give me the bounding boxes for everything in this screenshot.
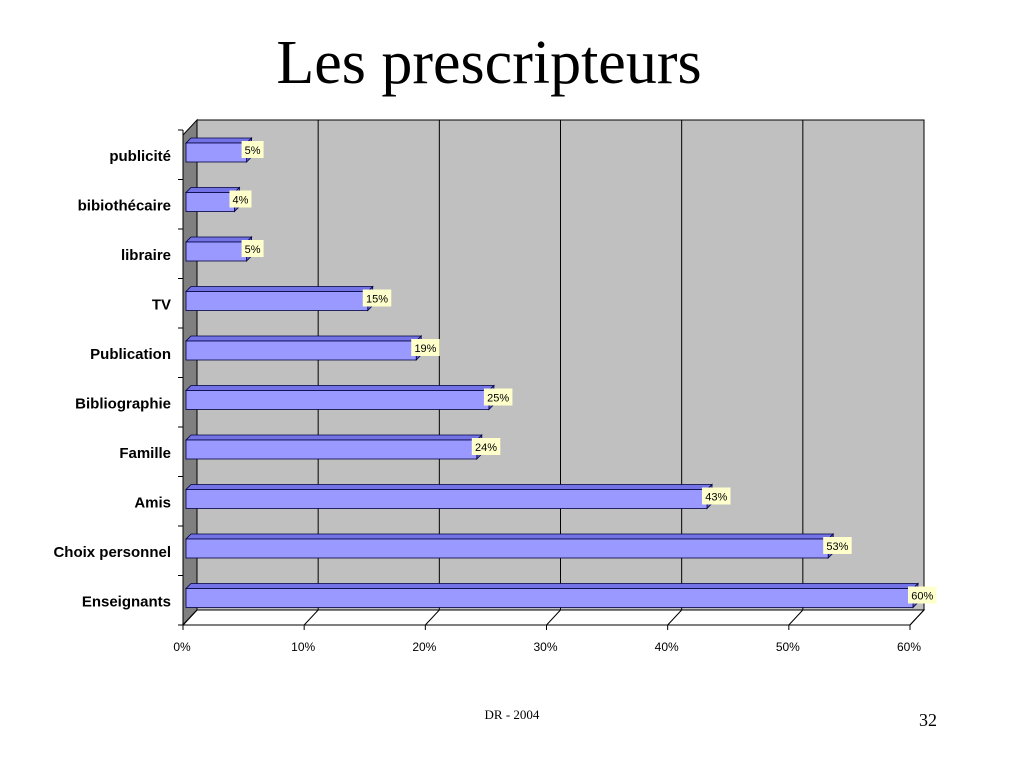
data-label-box — [483, 388, 513, 406]
bar-top-face — [185, 434, 483, 441]
data-label-box — [362, 289, 392, 307]
data-label-choix-personnel: 53% — [823, 537, 852, 554]
data-label-libraire: 5% — [241, 240, 264, 257]
category-label-enseignants: Enseignants — [82, 594, 171, 611]
bar-front-face — [185, 538, 829, 559]
data-label-box — [229, 190, 252, 208]
data-label-box — [411, 339, 440, 356]
data-label-amis: 43% — [702, 487, 731, 505]
data-label-publication: 19% — [411, 339, 440, 356]
bar-front-face — [185, 588, 914, 608]
category-label-choix-personnel: Choix personnel — [53, 544, 171, 561]
x-tick-label-30: 30% — [533, 640, 557, 654]
x-tick-label-20: 20% — [412, 640, 436, 654]
bar-bibliographie — [185, 384, 495, 411]
floor-line-10 — [303, 609, 319, 626]
floor-line-40 — [667, 609, 683, 626]
data-label-enseignants: 60% — [908, 586, 937, 604]
floor-line-50 — [788, 609, 804, 626]
data-label-box — [908, 586, 937, 604]
category-label-tv: TV — [152, 297, 171, 314]
data-label-box — [702, 487, 731, 505]
slide-number: 32 — [919, 710, 937, 730]
bar-front-face — [185, 192, 235, 212]
bar-tv — [185, 285, 374, 312]
data-label-tv: 15% — [362, 289, 392, 307]
bar-front-face — [185, 291, 369, 311]
data-label-box — [241, 141, 264, 158]
bar-top-face — [185, 335, 423, 342]
data-label-box — [241, 240, 264, 257]
category-label-bibiothecaire: bibiothécaire — [78, 198, 171, 215]
slide-title: Les prescripteurs — [276, 29, 702, 97]
bar-top-face — [185, 385, 495, 391]
category-label-bibliographie: Bibliographie — [75, 396, 171, 413]
bar-front-face — [185, 241, 247, 262]
data-label-text: 4% — [233, 195, 249, 207]
data-label-bibliographie: 25% — [483, 388, 513, 406]
bar-amis — [185, 483, 713, 510]
bar-enseignants — [185, 582, 919, 609]
category-label-libraire: libraire — [121, 247, 171, 264]
bar-top-face — [185, 533, 835, 540]
x-tick-label-50: 50% — [776, 640, 800, 654]
data-label-text: 19% — [414, 343, 436, 355]
data-label-text: 25% — [487, 393, 509, 405]
bar-top-face — [185, 286, 374, 292]
bar-top-face — [185, 583, 919, 589]
data-label-text: 53% — [826, 541, 848, 553]
category-label-publication: Publication — [90, 346, 171, 363]
floor-line-60 — [909, 609, 925, 626]
data-label-text: 5% — [245, 244, 261, 256]
data-label-text: 24% — [475, 442, 497, 454]
bar-front-face — [185, 340, 417, 361]
data-label-publicite: 5% — [241, 141, 264, 158]
data-label-box — [823, 537, 852, 554]
category-label-amis: Amis — [134, 495, 171, 512]
category-label-publicite: publicité — [109, 148, 171, 165]
data-label-box — [471, 438, 501, 455]
bar-front-face — [185, 489, 708, 509]
x-tick-label-60: 60% — [897, 640, 921, 654]
bar-choix-personnel — [185, 533, 835, 559]
bar-front-face — [185, 390, 490, 410]
bar-front-face — [185, 439, 478, 460]
category-label-famille: Famille — [119, 445, 171, 462]
floor-line-0 — [182, 609, 198, 626]
x-tick-label-10: 10% — [291, 640, 315, 654]
x-tick-label-0: 0% — [173, 640, 191, 654]
data-label-text: 15% — [366, 294, 388, 306]
bar-famille — [185, 434, 483, 460]
bar-top-face — [185, 484, 713, 490]
data-label-famille: 24% — [471, 438, 501, 455]
floor-line-30 — [546, 609, 561, 626]
x-tick-label-40: 40% — [655, 640, 679, 654]
data-label-text: 43% — [705, 492, 727, 504]
data-label-bibiothecaire: 4% — [229, 190, 252, 208]
data-label-text: 60% — [911, 591, 933, 603]
slide-footer: DR - 2004 — [484, 707, 540, 722]
data-label-text: 5% — [245, 145, 261, 157]
floor-line-20 — [424, 609, 440, 626]
bar-publication — [185, 335, 423, 361]
bar-front-face — [185, 142, 247, 163]
